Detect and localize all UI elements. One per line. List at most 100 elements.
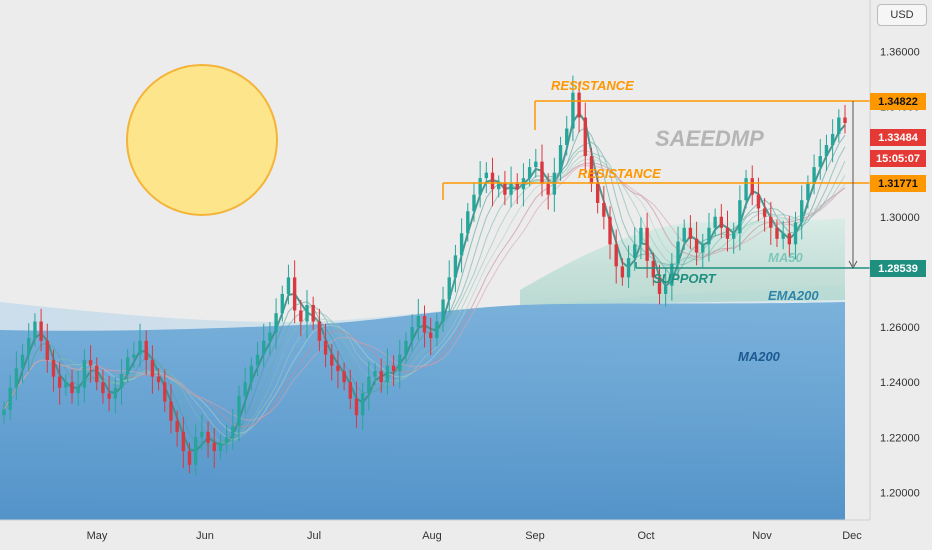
candle [577, 82, 581, 133]
candle [354, 381, 359, 428]
candle [404, 332, 408, 363]
candle [744, 169, 748, 209]
candle [657, 264, 662, 305]
candle [725, 210, 730, 252]
candle [342, 362, 346, 391]
candle [101, 369, 105, 404]
candle [688, 215, 693, 250]
candle [651, 252, 655, 286]
candle [398, 339, 402, 389]
time-axis[interactable] [0, 520, 932, 550]
candle [280, 285, 284, 322]
candle [45, 323, 49, 373]
candle [775, 219, 779, 248]
candle [14, 351, 19, 401]
candle [509, 166, 513, 208]
candle [793, 211, 798, 260]
candle [843, 104, 847, 134]
candle [824, 134, 829, 171]
candle [546, 173, 550, 210]
candle [626, 245, 631, 288]
candle [540, 144, 544, 197]
month-tick-sep: Sep [525, 530, 545, 542]
candle [311, 296, 315, 330]
candle [806, 175, 810, 209]
price-tick-6: 1.24000 [880, 377, 920, 389]
candle [113, 377, 117, 414]
resistance-top-label: RESISTANCE [551, 78, 634, 93]
price-tick-3: 1.30000 [880, 212, 920, 224]
candle [738, 185, 742, 251]
candle [818, 139, 822, 180]
candle [218, 434, 223, 460]
candle [484, 162, 489, 194]
candle [589, 147, 594, 192]
candle [762, 198, 767, 232]
candle [88, 345, 93, 383]
price-tag-last: 1.33484 [870, 129, 926, 146]
measure-arrowhead [848, 260, 858, 270]
candle [614, 229, 618, 284]
candle [175, 410, 179, 447]
candle [459, 218, 464, 273]
candle [682, 219, 686, 250]
candle [787, 216, 792, 258]
candle [336, 350, 340, 389]
ma200-label: MA200 [738, 349, 781, 364]
candle [212, 427, 216, 469]
candle [379, 358, 383, 393]
candle [830, 119, 835, 163]
candle [323, 323, 328, 368]
candle [713, 208, 717, 237]
candle [812, 154, 816, 195]
candle [57, 361, 62, 405]
ma-line-11 [3, 153, 846, 441]
candle [701, 233, 705, 268]
candle [224, 424, 229, 454]
candle [70, 369, 74, 404]
candle [237, 385, 241, 442]
candlesticks [2, 75, 847, 476]
candle [95, 357, 99, 391]
price-tick-0: 1.36000 [880, 46, 920, 58]
candle [385, 348, 390, 395]
candle [391, 355, 396, 387]
candle [299, 300, 303, 337]
sun-icon [126, 64, 278, 216]
candle [769, 201, 773, 245]
price-tag-countdown: 15:05:07 [870, 150, 926, 167]
svg-text:1.34822: 1.34822 [878, 96, 918, 108]
ma50-band [520, 218, 845, 305]
candle [503, 170, 507, 206]
month-tick-labels: May Jun Jul Aug Sep Oct Nov Dec [87, 530, 863, 542]
candle [330, 344, 334, 381]
candle [639, 217, 643, 260]
candle [565, 115, 569, 156]
candle [422, 305, 427, 348]
candle [144, 330, 148, 375]
candle [602, 185, 606, 230]
support-label: SUPPORT [653, 271, 717, 286]
candle [583, 102, 587, 174]
candle [262, 323, 266, 368]
price-tick-8: 1.20000 [880, 487, 920, 499]
ma50-label: MA50 [768, 250, 803, 265]
candle [719, 204, 724, 239]
candle [231, 409, 235, 450]
month-tick-oct: Oct [637, 530, 654, 542]
candle [781, 220, 785, 250]
candle [255, 341, 260, 377]
candle [750, 165, 754, 206]
candle [645, 212, 649, 278]
candle [292, 260, 297, 324]
candle [620, 258, 625, 286]
currency-selector[interactable]: USD [877, 4, 927, 26]
candle [663, 268, 668, 307]
candle [125, 349, 130, 383]
candle [27, 323, 31, 372]
candle [243, 367, 247, 414]
candle [286, 264, 291, 305]
candle [670, 253, 674, 301]
candle [132, 341, 136, 368]
